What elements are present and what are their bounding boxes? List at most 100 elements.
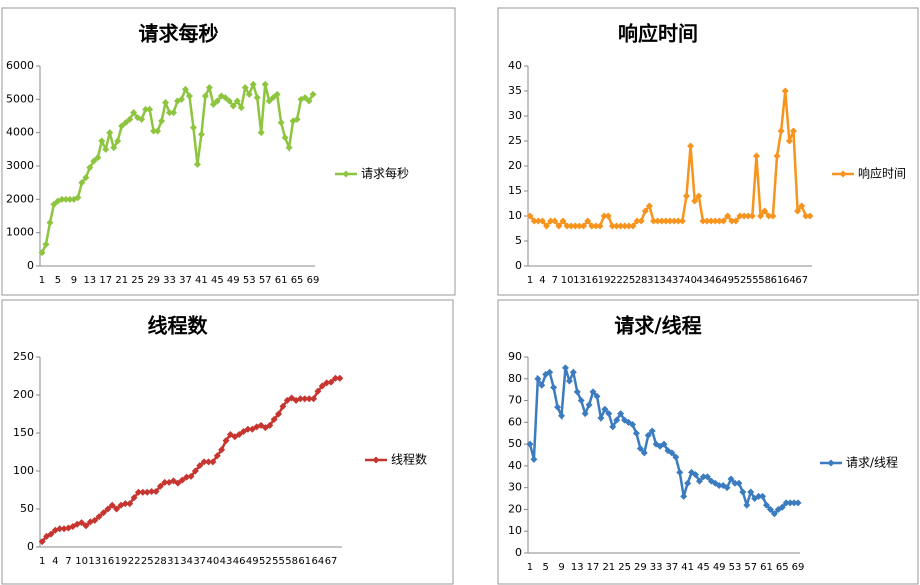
y-tick-label: 10 bbox=[508, 524, 522, 537]
marker bbox=[114, 137, 122, 145]
marker bbox=[600, 212, 608, 220]
x-tick-label: 1 bbox=[39, 556, 45, 567]
marker bbox=[703, 217, 711, 225]
marker bbox=[281, 134, 289, 142]
marker bbox=[245, 90, 253, 98]
marker bbox=[728, 217, 736, 225]
marker bbox=[662, 217, 670, 225]
marker bbox=[249, 80, 257, 88]
y-tick-label: 100 bbox=[13, 464, 34, 477]
x-tick-label: 37 bbox=[179, 275, 192, 286]
marker bbox=[90, 157, 98, 165]
marker bbox=[658, 217, 666, 225]
marker bbox=[650, 217, 658, 225]
marker bbox=[277, 119, 285, 127]
marker bbox=[543, 222, 551, 230]
x-tick-label: 53 bbox=[729, 562, 742, 573]
marker bbox=[660, 440, 668, 448]
x-tick-label: 41 bbox=[195, 275, 208, 286]
marker bbox=[526, 440, 534, 448]
marker bbox=[534, 375, 542, 383]
marker bbox=[592, 222, 600, 230]
marker bbox=[589, 388, 597, 396]
marker bbox=[637, 217, 645, 225]
marker bbox=[727, 475, 735, 483]
marker bbox=[78, 179, 86, 187]
x-tick-label: 17 bbox=[587, 562, 600, 573]
marker bbox=[270, 415, 278, 423]
marker bbox=[314, 387, 322, 395]
marker bbox=[122, 119, 130, 127]
x-tick-label: 1 bbox=[39, 275, 45, 286]
marker bbox=[707, 217, 715, 225]
y-tick-label: 35 bbox=[508, 84, 522, 97]
marker bbox=[596, 222, 604, 230]
marker bbox=[766, 505, 774, 513]
marker bbox=[126, 115, 134, 123]
marker bbox=[670, 217, 678, 225]
marker bbox=[253, 94, 261, 102]
marker bbox=[641, 207, 649, 215]
marker bbox=[233, 97, 241, 105]
x-tick-label: 40 bbox=[684, 275, 697, 286]
marker bbox=[757, 212, 765, 220]
chart-panel bbox=[497, 7, 919, 296]
marker bbox=[777, 127, 785, 135]
marker bbox=[625, 222, 633, 230]
marker bbox=[585, 401, 593, 409]
marker bbox=[762, 501, 770, 509]
marker bbox=[205, 458, 213, 466]
marker bbox=[50, 200, 58, 208]
marker bbox=[715, 481, 723, 489]
y-tick-label: 0 bbox=[515, 546, 522, 559]
x-tick-label: 46 bbox=[233, 556, 246, 567]
marker bbox=[555, 222, 563, 230]
chart-panel bbox=[497, 299, 919, 585]
marker bbox=[593, 392, 601, 400]
y-tick-label: 50 bbox=[508, 437, 522, 450]
marker bbox=[174, 479, 182, 487]
marker bbox=[82, 522, 90, 530]
x-tick-label: 1 bbox=[527, 275, 533, 286]
marker bbox=[724, 212, 732, 220]
marker bbox=[209, 458, 217, 466]
x-tick-label: 57 bbox=[259, 275, 272, 286]
marker bbox=[526, 212, 534, 220]
marker bbox=[336, 374, 344, 382]
marker bbox=[597, 414, 605, 422]
x-tick-label: 31 bbox=[647, 275, 660, 286]
marker bbox=[222, 437, 230, 445]
x-tick-label: 25 bbox=[622, 275, 635, 286]
marker bbox=[604, 212, 612, 220]
chart-title: 线程数 bbox=[148, 314, 209, 338]
y-tick-label: 2000 bbox=[6, 192, 34, 205]
marker bbox=[645, 202, 653, 210]
marker bbox=[99, 509, 107, 517]
marker bbox=[790, 499, 798, 507]
marker bbox=[235, 431, 243, 439]
marker bbox=[257, 129, 265, 137]
marker bbox=[621, 222, 629, 230]
marker bbox=[695, 192, 703, 200]
marker bbox=[554, 403, 562, 411]
x-tick-label: 40 bbox=[207, 556, 220, 567]
marker bbox=[162, 99, 170, 107]
y-tick-label: 80 bbox=[508, 372, 522, 385]
marker bbox=[193, 160, 201, 168]
marker bbox=[121, 500, 129, 508]
marker bbox=[798, 202, 806, 210]
marker bbox=[580, 222, 588, 230]
marker bbox=[648, 427, 656, 435]
x-tick-label: 69 bbox=[792, 562, 805, 573]
marker bbox=[108, 501, 116, 509]
marker bbox=[747, 488, 755, 496]
marker bbox=[74, 194, 82, 202]
marker bbox=[761, 207, 769, 215]
marker bbox=[213, 97, 221, 105]
marker bbox=[577, 397, 585, 405]
x-tick-label: 5 bbox=[543, 562, 549, 573]
marker bbox=[187, 472, 195, 480]
y-tick-label: 1000 bbox=[6, 226, 34, 239]
marker bbox=[699, 217, 707, 225]
marker bbox=[309, 90, 317, 98]
